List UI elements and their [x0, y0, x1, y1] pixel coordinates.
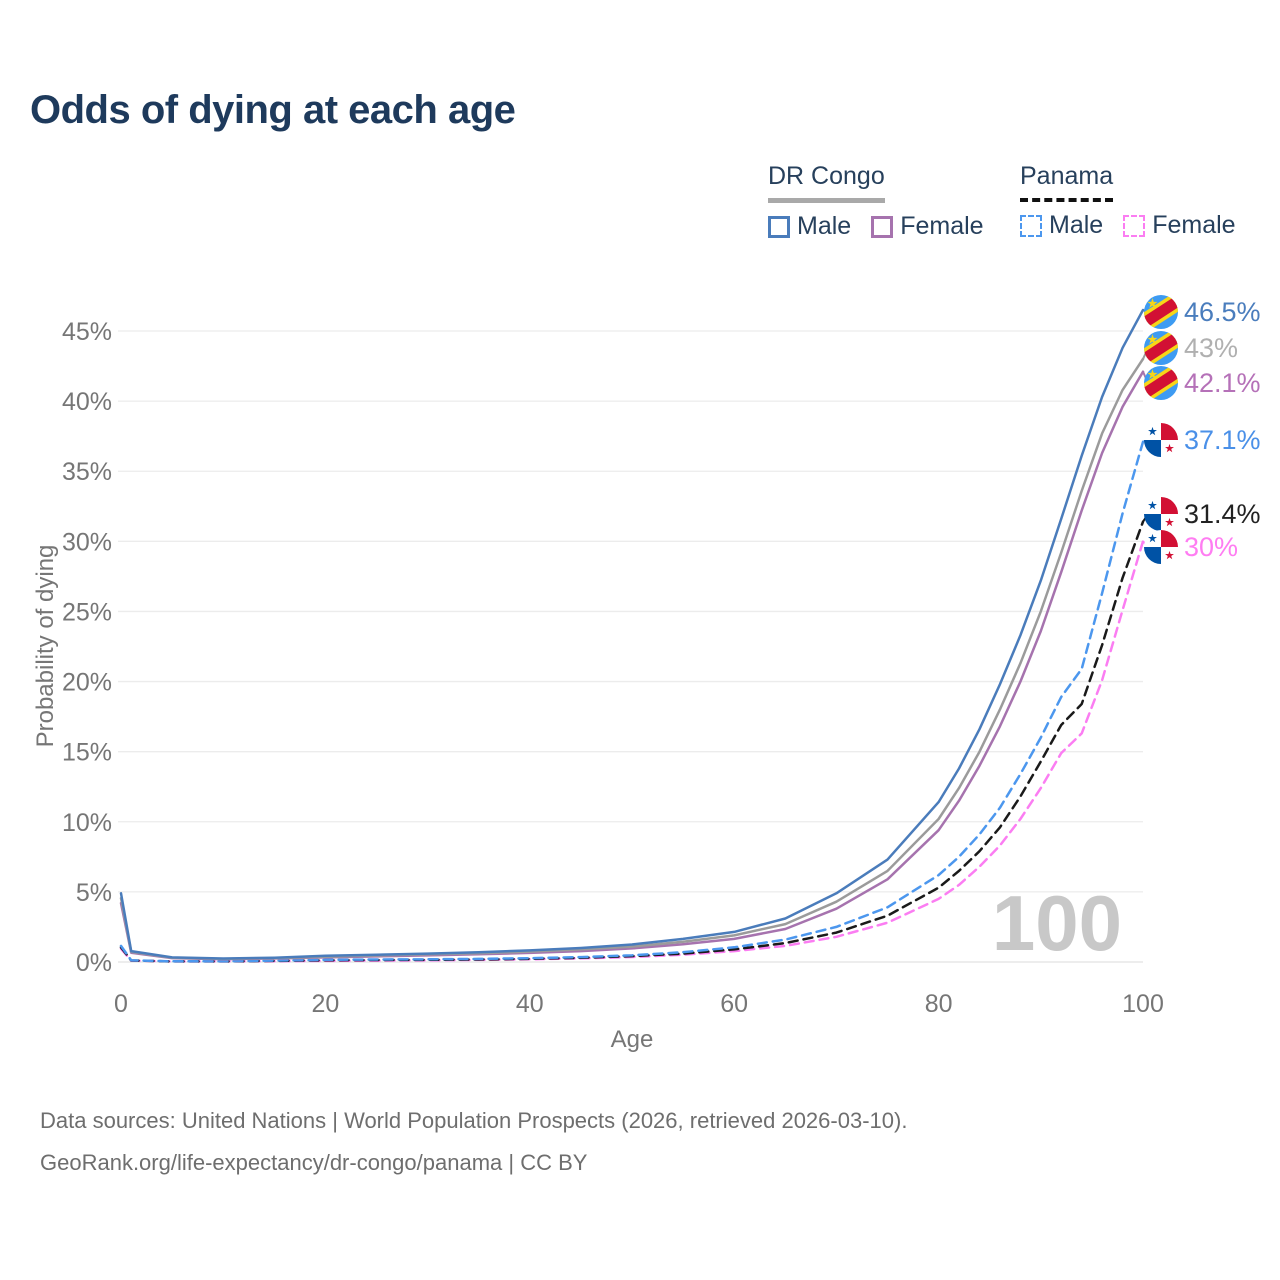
legend-item-label: Male	[797, 212, 852, 240]
drc-male-swatch	[768, 215, 790, 238]
label-connector-panama-female	[1142, 540, 1155, 548]
panama-male-swatch	[1020, 214, 1042, 237]
series-line-dr-congo-male	[119, 308, 1145, 960]
label-connector-panama-male	[1142, 439, 1155, 443]
x-tick-label: 80	[925, 990, 953, 1018]
x-tick-label: 0	[114, 990, 128, 1018]
y-tick-label: 30%	[62, 528, 112, 556]
x-tick-label: 40	[516, 990, 544, 1018]
legend-group-panama: Panama Male Female	[1020, 162, 1236, 240]
legend-group-dr-congo: DR Congo Male Female	[768, 162, 984, 241]
legend-items-panama: Male Female	[1020, 211, 1236, 240]
footer-attribution: GeoRank.org/life-expectancy/dr-congo/pan…	[40, 1150, 588, 1175]
age-watermark: 100	[992, 879, 1122, 967]
y-tick-label: 10%	[62, 809, 112, 837]
legend-item-label: Female	[900, 212, 984, 240]
y-tick-label: 20%	[62, 669, 112, 697]
footer-data-sources: Data sources: United Nations | World Pop…	[40, 1108, 908, 1133]
legend-item-drc-male[interactable]: Male	[768, 212, 851, 241]
x-axis-title: Age	[610, 1026, 654, 1053]
legend-item-panama-male[interactable]: Male	[1020, 211, 1103, 240]
legend-item-panama-female[interactable]: Female	[1123, 211, 1236, 240]
series-line-dr-congo-total	[119, 357, 1145, 961]
series-line-dr-congo-female	[119, 370, 1145, 961]
legend-country-panama: Panama	[1020, 162, 1114, 202]
page-title: Odds of dying at each age	[30, 88, 516, 132]
y-tick-label: 45%	[62, 318, 112, 346]
series-line-panama-total	[119, 520, 1145, 963]
legend-item-label: Female	[1152, 211, 1236, 239]
x-tick-label: 60	[720, 990, 748, 1018]
y-tick-label: 5%	[76, 879, 112, 907]
series-line-panama-male	[119, 440, 1145, 963]
y-tick-label: 40%	[62, 388, 112, 416]
legend-item-drc-female[interactable]: Female	[871, 212, 984, 241]
label-connector-dr-congo-female	[1142, 371, 1155, 384]
x-tick-label: 100	[1122, 990, 1164, 1018]
label-connector-dr-congo-male	[1142, 309, 1155, 313]
y-axis-title: Probability of dying	[32, 544, 59, 748]
legend-item-label: Male	[1049, 211, 1104, 239]
legend-country-dr-congo: DR Congo	[768, 162, 885, 203]
y-tick-label: 35%	[62, 458, 112, 486]
panama-female-swatch	[1123, 214, 1146, 237]
legend-items-dr-congo: Male Female	[768, 212, 984, 241]
y-tick-label: 0%	[76, 949, 112, 977]
drc-female-swatch	[871, 215, 894, 238]
y-tick-label: 25%	[62, 598, 112, 626]
y-tick-label: 15%	[62, 739, 112, 767]
label-connector-dr-congo-total	[1142, 347, 1155, 360]
label-connector-panama-total	[1142, 513, 1155, 523]
x-tick-label: 20	[311, 990, 339, 1018]
